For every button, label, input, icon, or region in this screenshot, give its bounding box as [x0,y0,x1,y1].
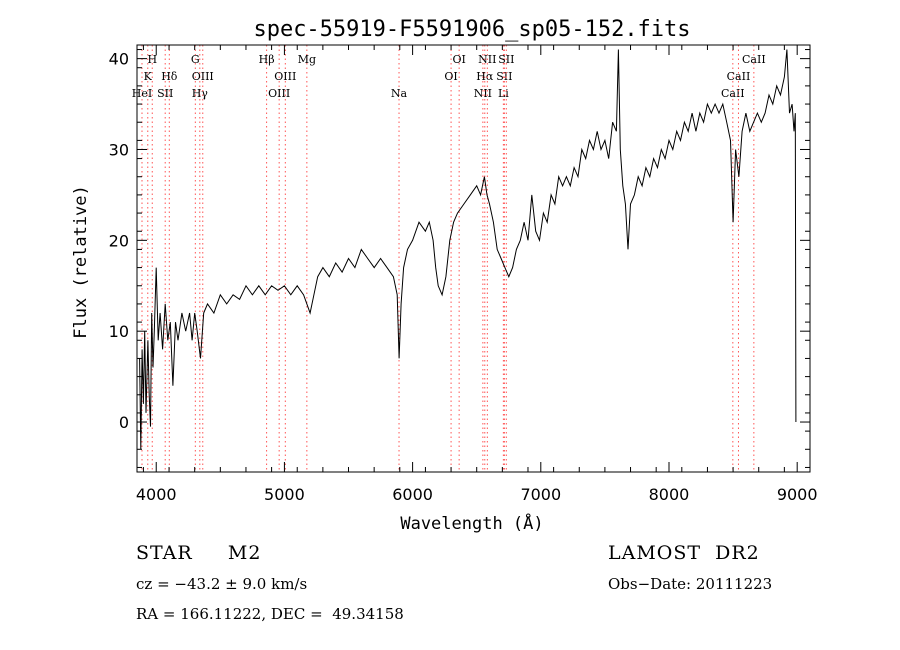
y-tick-label: 0 [119,413,129,432]
line-marker-label: OI [444,70,457,83]
line-marker-label: OIII [274,70,296,83]
redshift-velocity: cz = −43.2 ± 9.0 km/s [136,575,308,593]
line-marker-label: CaII [742,53,766,66]
observation-date: Obs−Date: 20111223 [608,575,773,593]
axis-ticks: 4000 5000 6000 7000 8000 9000 0 10 20 30 40 [109,45,818,504]
x-tick-label: 7000 [520,485,561,504]
line-marker-label: K [144,70,153,83]
y-tick-label: 20 [109,231,129,250]
line-marker-label: Hγ [192,87,209,100]
line-marker-label: NII [474,87,492,100]
survey-name: LAMOST DR2 [608,542,760,564]
y-tick-label: 40 [109,50,129,69]
line-markers: HeIKHSIIHδGHγOIIIHβOIIIOIIIMgNaOIOINIIHα… [132,45,766,472]
line-marker-label: Hβ [259,53,275,66]
line-marker-label: CaII [721,87,745,100]
y-axis-label: Flux (relative) [71,185,91,339]
line-marker-label: Mg [298,53,316,66]
y-tick-label: 30 [109,140,129,159]
y-tick-label: 10 [109,322,129,341]
line-marker-label: Li [498,87,509,100]
line-marker-label: Na [391,87,408,100]
line-marker-label: OIII [192,70,214,83]
x-axis-label: Wavelength (Å) [400,512,543,534]
line-marker-label: Hα [476,70,494,83]
line-marker-label: H [147,53,157,66]
line-marker-label: OI [452,53,465,66]
line-marker-label: NII [478,53,496,66]
line-marker-label: CaII [727,70,751,83]
line-marker-label: SII [157,87,173,100]
line-marker-label: G [191,53,200,66]
coordinates: RA = 166.11222, DEC = 49.34158 [136,605,404,623]
line-marker-label: SII [498,53,514,66]
x-tick-label: 4000 [136,485,177,504]
spectrum-line [139,49,797,450]
plot-frame [136,44,811,473]
object-class: STAR M2 [136,542,262,564]
x-tick-label: 6000 [392,485,433,504]
line-marker-label: OIII [268,87,290,100]
line-marker-label: HeI [132,87,152,100]
x-tick-label: 5000 [264,485,305,504]
x-tick-label: 8000 [649,485,690,504]
x-tick-label: 9000 [777,485,818,504]
line-marker-label: SII [496,70,512,83]
line-marker-label: Hδ [161,70,178,83]
chart-title: spec-55919-F5591906_sp05-152.fits [253,17,690,42]
